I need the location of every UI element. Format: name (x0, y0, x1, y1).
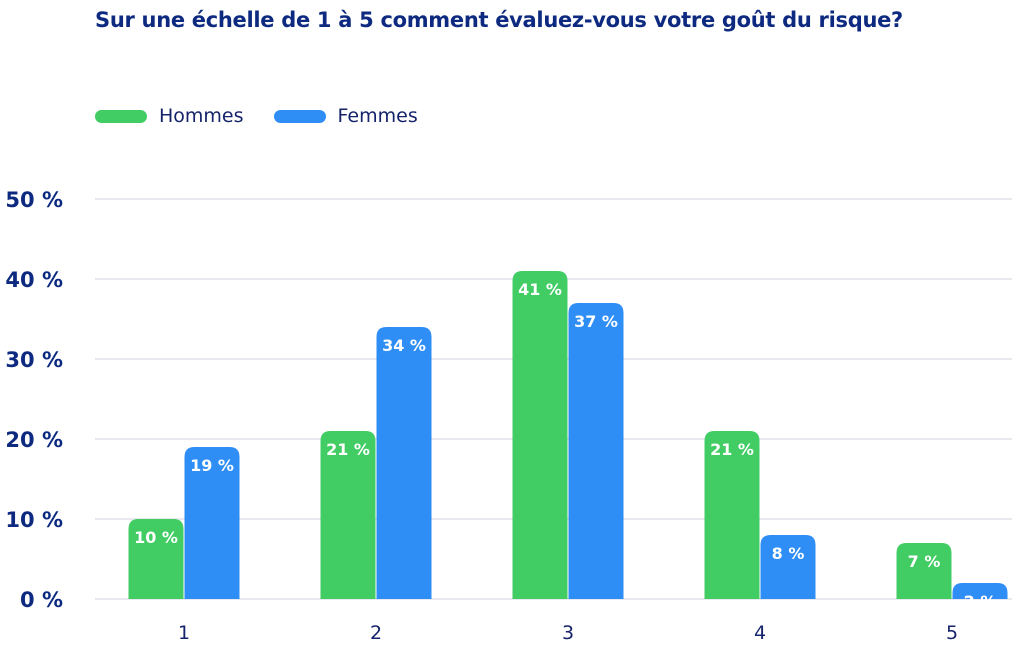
x-tick-label: 3 (562, 622, 574, 644)
data-label-femmes-2: 34 % (382, 336, 426, 355)
bar-femmes-3 (568, 303, 624, 599)
bar-hommes-2 (320, 431, 376, 599)
bar-hommes-5 (896, 543, 952, 599)
bar-femmes-5 (952, 583, 1008, 599)
legend-label-hommes: Hommes (159, 105, 244, 127)
x-tick-label: 4 (754, 622, 766, 644)
legend-swatch-hommes (95, 109, 147, 123)
legend-item-hommes: Hommes (95, 105, 244, 127)
x-tick-label: 5 (946, 622, 958, 644)
legend-swatch-femmes (273, 109, 326, 123)
x-tick-label: 1 (178, 622, 190, 644)
y-tick-label: 10 % (5, 508, 63, 532)
bar-hommes-1 (128, 519, 184, 599)
y-tick-label: 50 % (5, 188, 63, 212)
bar-femmes-1 (184, 447, 240, 599)
data-label-hommes-3: 41 % (518, 280, 562, 299)
bar-femmes-4 (760, 535, 816, 599)
x-tick-label: 2 (370, 622, 382, 644)
data-label-hommes-1: 10 % (134, 528, 178, 547)
data-label-femmes-1: 19 % (190, 456, 234, 475)
legend: Hommes Femmes (95, 104, 418, 128)
data-label-femmes-5: 2 % (964, 592, 997, 611)
y-tick-label: 20 % (5, 428, 63, 452)
data-label-hommes-4: 21 % (710, 440, 754, 459)
legend-label-femmes: Femmes (337, 105, 418, 127)
data-label-hommes-5: 7 % (908, 552, 941, 571)
legend-item-femmes: Femmes (273, 105, 418, 127)
bar-femmes-2 (376, 327, 432, 599)
chart-title: Sur une échelle de 1 à 5 comment évaluez… (95, 8, 903, 32)
bar-hommes-4 (704, 431, 760, 599)
bar-hommes-3 (512, 271, 568, 599)
data-label-femmes-4: 8 % (772, 544, 805, 563)
y-tick-label: 30 % (5, 348, 63, 372)
y-tick-label: 0 % (20, 588, 63, 612)
y-tick-label: 40 % (5, 268, 63, 292)
data-label-femmes-3: 37 % (574, 312, 618, 331)
data-label-hommes-2: 21 % (326, 440, 370, 459)
